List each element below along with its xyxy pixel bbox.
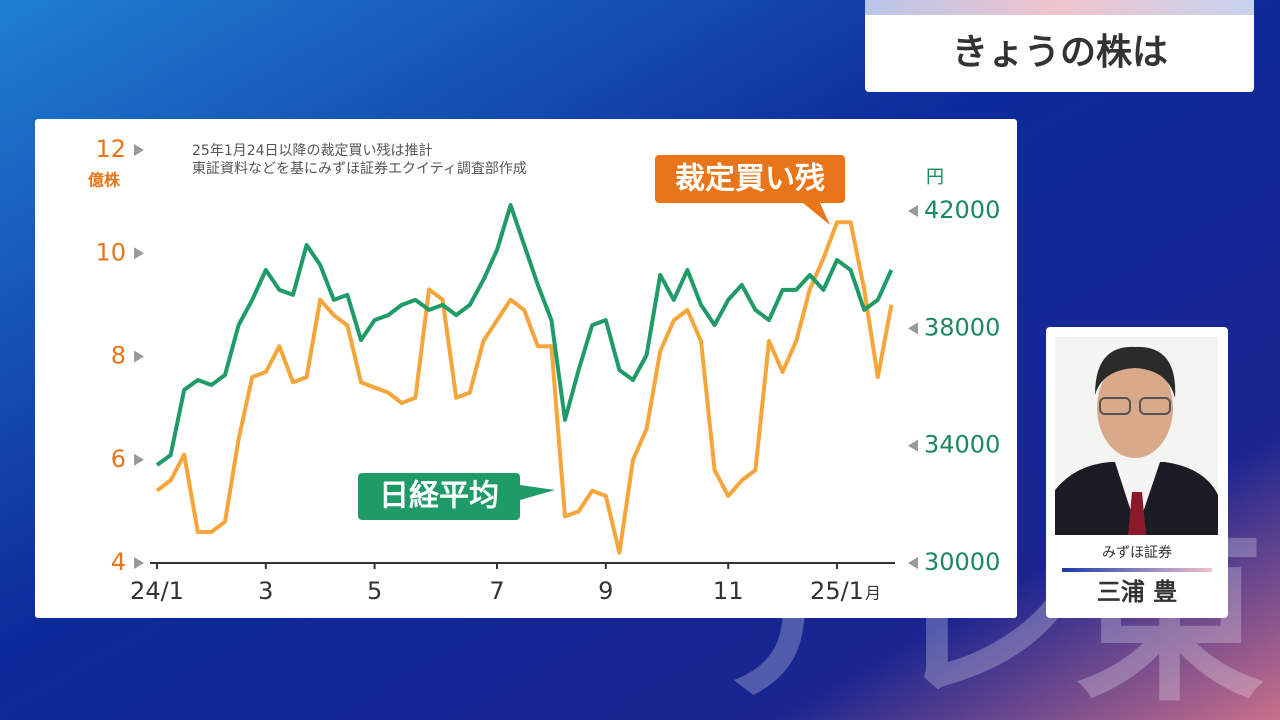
guest-photo: [1055, 337, 1218, 535]
x-tick-label: 24/1: [130, 577, 184, 605]
guest-name: 三浦 豊: [1097, 578, 1177, 606]
y2-tick-label: 42000: [924, 196, 1000, 224]
y-tick-label: 12: [95, 135, 126, 163]
y-tick-label: 8: [111, 342, 126, 370]
y2-tick-mark: [908, 205, 918, 218]
chart-panel: [35, 119, 1017, 618]
y-tick-label: 4: [111, 548, 126, 576]
header-strip: [865, 0, 1254, 15]
callout-box: [655, 155, 845, 203]
x-tick-label: 5: [367, 577, 382, 605]
header-title: きょうの株は: [952, 32, 1168, 73]
header-box: [865, 0, 1254, 92]
y2-tick-label: 38000: [924, 313, 1000, 341]
y-axis-unit: 億株: [88, 171, 121, 190]
x-axis-unit: 月: [865, 584, 881, 603]
callout-pointer: [803, 203, 830, 225]
y-tick-label: 10: [95, 238, 126, 266]
note: 25年1月24日以降の裁定買い残は推計: [192, 143, 433, 159]
series-label: 日経平均: [379, 479, 499, 514]
y-tick-mark: [134, 144, 144, 156]
x-tick-label: 9: [598, 577, 613, 605]
guest-company: みずほ証券: [1102, 545, 1172, 561]
y2-tick-mark: [908, 557, 918, 569]
x-tick-label: 11: [713, 577, 744, 605]
y2-tick-label: 34000: [924, 431, 1000, 459]
y-tick-mark: [134, 350, 144, 363]
callout-pointer: [520, 485, 555, 500]
note: 東証資料などを基にみずほ証券エクイティ調査部作成: [192, 160, 527, 177]
y2-axis-unit: 円: [926, 167, 944, 188]
x-tick-label: 25/1: [810, 577, 864, 605]
y2-tick-mark: [908, 439, 918, 452]
series-label: 裁定買い残: [675, 162, 825, 197]
callout-box: [358, 473, 520, 520]
guest-bar: [1062, 568, 1212, 572]
y-tick-mark: [134, 453, 144, 466]
x-tick-label: 3: [258, 577, 273, 605]
x-tick-label: 7: [489, 577, 504, 605]
series-line: [155, 203, 894, 467]
y-tick-label: 6: [111, 445, 126, 473]
y-tick-mark: [134, 247, 144, 260]
series-line: [155, 220, 894, 555]
y2-tick-mark: [908, 322, 918, 335]
y2-tick-label: 30000: [924, 548, 1000, 576]
y-tick-mark: [134, 557, 144, 569]
